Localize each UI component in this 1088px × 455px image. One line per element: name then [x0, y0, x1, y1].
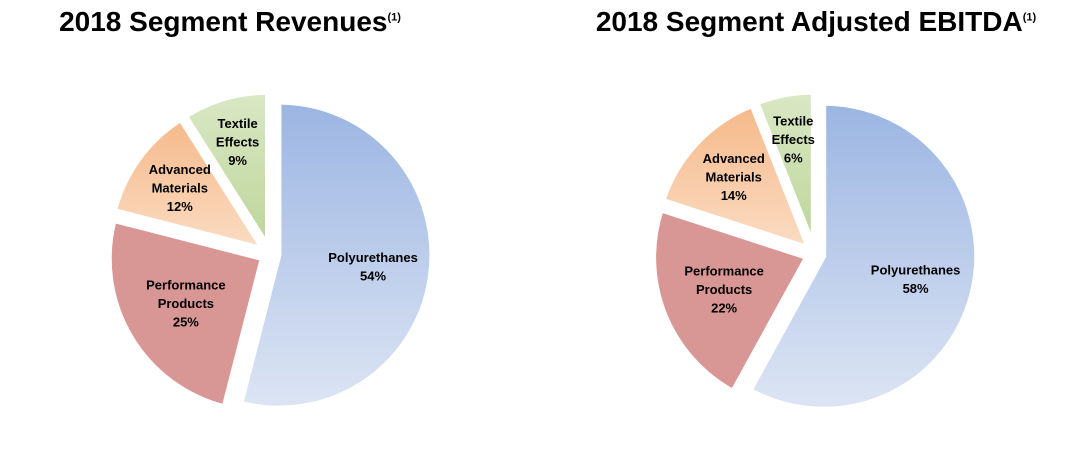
slice-label-textile-effects: Textile Effects 9%: [216, 116, 259, 168]
slice-label-polyurethanes: Polyurethanes 54%: [328, 250, 418, 284]
pie-slice-textile-effects: [753, 89, 816, 247]
title-footnote: (1): [1022, 11, 1037, 24]
pie-slice-performance-products: [651, 206, 811, 395]
pie-svg: Polyurethanes 58% Performance Products 22% Ad…: [651, 89, 980, 412]
pie-slice-advanced-materials: [659, 102, 813, 252]
pie-slice-advanced-materials: [111, 116, 269, 253]
title-footnote: (1): [387, 11, 401, 24]
slice-label-textile-effects: Textile Effects 6%: [772, 113, 815, 165]
slice-label-performance-products: Performance Products 25%: [146, 277, 225, 329]
pie-slice-textile-effects: [182, 89, 270, 254]
chart-title: 2018 Segment Revenues(1): [59, 6, 401, 37]
pie-slice-performance-products: [106, 217, 266, 410]
chart-title: 2018 Segment Adjusted EBITDA(1): [595, 6, 1037, 37]
slice-label-performance-products: Performance Products 22%: [684, 263, 763, 315]
slice-label-advanced-materials: Advanced Materials 14%: [703, 151, 765, 203]
revenues-pie-chart: 2018 Segment Revenues(1) Polyurethanes 54…: [59, 6, 435, 411]
pie-svg: Polyurethanes 54% Performance Products 25% Ad…: [106, 89, 435, 411]
slice-label-advanced-materials: Advanced Materials 12%: [149, 162, 211, 214]
pie-slice-polyurethanes: [746, 100, 980, 412]
pie-slice-polyurethanes: [237, 99, 435, 411]
ebitda-pie-chart: 2018 Segment Adjusted EBITDA(1) Polyuret…: [544, 0, 1088, 455]
slice-label-polyurethanes: Polyurethanes 58%: [871, 263, 961, 297]
